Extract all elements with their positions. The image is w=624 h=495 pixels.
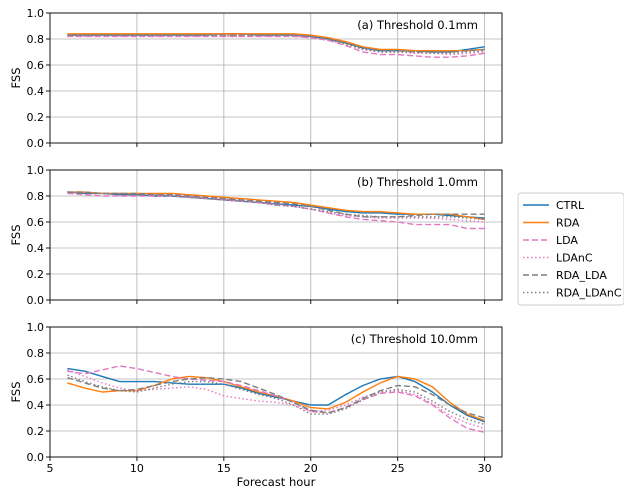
series-line-lda <box>67 192 485 230</box>
series-line-ldanc <box>67 35 485 56</box>
panel-title: (a) Threshold 0.1mm <box>357 18 478 32</box>
series-line-rda <box>67 375 485 422</box>
y-tick-label: 0.2 <box>27 425 45 438</box>
legend: CTRL RDA LDA LDAnC RDA_LDA RDA_LDAnC <box>517 192 624 306</box>
y-tick-label: 0.0 <box>27 451 45 464</box>
legend-label: RDA <box>556 217 580 230</box>
series-line-ctrl <box>67 367 485 423</box>
y-tick-label: 0.8 <box>27 347 45 360</box>
y-axis-label: FSS <box>9 224 23 245</box>
y-axis-label: FSS <box>9 67 23 88</box>
x-tick-label: 30 <box>478 462 492 475</box>
y-tick-label: 0.6 <box>27 373 45 386</box>
series-line-rda-lda <box>67 377 485 419</box>
y-tick-label: 1.0 <box>27 7 45 20</box>
panel-1: 0.0 0.2 0.4 0.6 0.8 1.0 FSS (a) Threshold 0.1mm <box>9 7 503 150</box>
panel-title: (c) Threshold 10.0mm <box>351 332 478 346</box>
series-line-rda-ldanc <box>67 191 485 221</box>
series-line-lda <box>67 365 485 433</box>
y-tick-label: 0.4 <box>27 85 45 98</box>
series-line-rda-ldanc <box>67 34 485 54</box>
series-line-ldanc <box>67 369 485 430</box>
legend-label: RDA_LDA <box>556 269 607 282</box>
legend-label: RDA_LDAnC <box>556 287 622 300</box>
x-axis-label: Forecast hour <box>237 475 316 489</box>
plot-frame <box>49 326 503 458</box>
y-tick-label: 1.0 <box>27 164 45 177</box>
panel-2: 0.0 0.2 0.4 0.6 0.8 1.0 FSS (b) Threshold 1.0mm <box>9 164 503 307</box>
series-line-rda <box>67 191 485 221</box>
x-tick-label: 25 <box>391 462 405 475</box>
y-tick-label: 1.0 <box>27 321 45 334</box>
y-tick-label: 0.0 <box>27 294 45 307</box>
series-line-lda <box>67 35 485 58</box>
legend-box <box>517 192 624 306</box>
x-tick-label: 15 <box>217 462 231 475</box>
legend-label: LDA <box>556 234 578 247</box>
x-tick-label: 10 <box>130 462 144 475</box>
x-tick-label: 20 <box>304 462 318 475</box>
panel-3: 0.0 0.2 0.4 0.6 0.8 1.0 5 10 15 20 25 30 FSS (c) Thre… <box>9 321 503 489</box>
legend-label: CTRL <box>556 199 585 212</box>
panel-title: (b) Threshold 1.0mm <box>357 175 478 189</box>
y-tick-label: 0.0 <box>27 137 45 150</box>
series-line-rda-lda <box>67 34 485 53</box>
y-tick-label: 0.4 <box>27 399 45 412</box>
series-line-rda-lda <box>67 191 485 218</box>
y-tick-label: 0.2 <box>27 268 45 281</box>
y-tick-label: 0.6 <box>27 216 45 229</box>
y-axis-label: FSS <box>9 381 23 402</box>
y-tick-label: 0.8 <box>27 190 45 203</box>
plot-frame <box>49 12 503 144</box>
series-line-rda <box>67 33 485 52</box>
y-tick-label: 0.6 <box>27 59 45 72</box>
series-line-ldanc <box>67 191 485 223</box>
plot-frame <box>49 169 503 301</box>
x-tick-label: 5 <box>47 462 54 475</box>
y-tick-label: 0.8 <box>27 33 45 46</box>
y-tick-label: 0.4 <box>27 242 45 255</box>
y-tick-label: 0.2 <box>27 111 45 124</box>
legend-label: LDAnC <box>556 252 593 265</box>
